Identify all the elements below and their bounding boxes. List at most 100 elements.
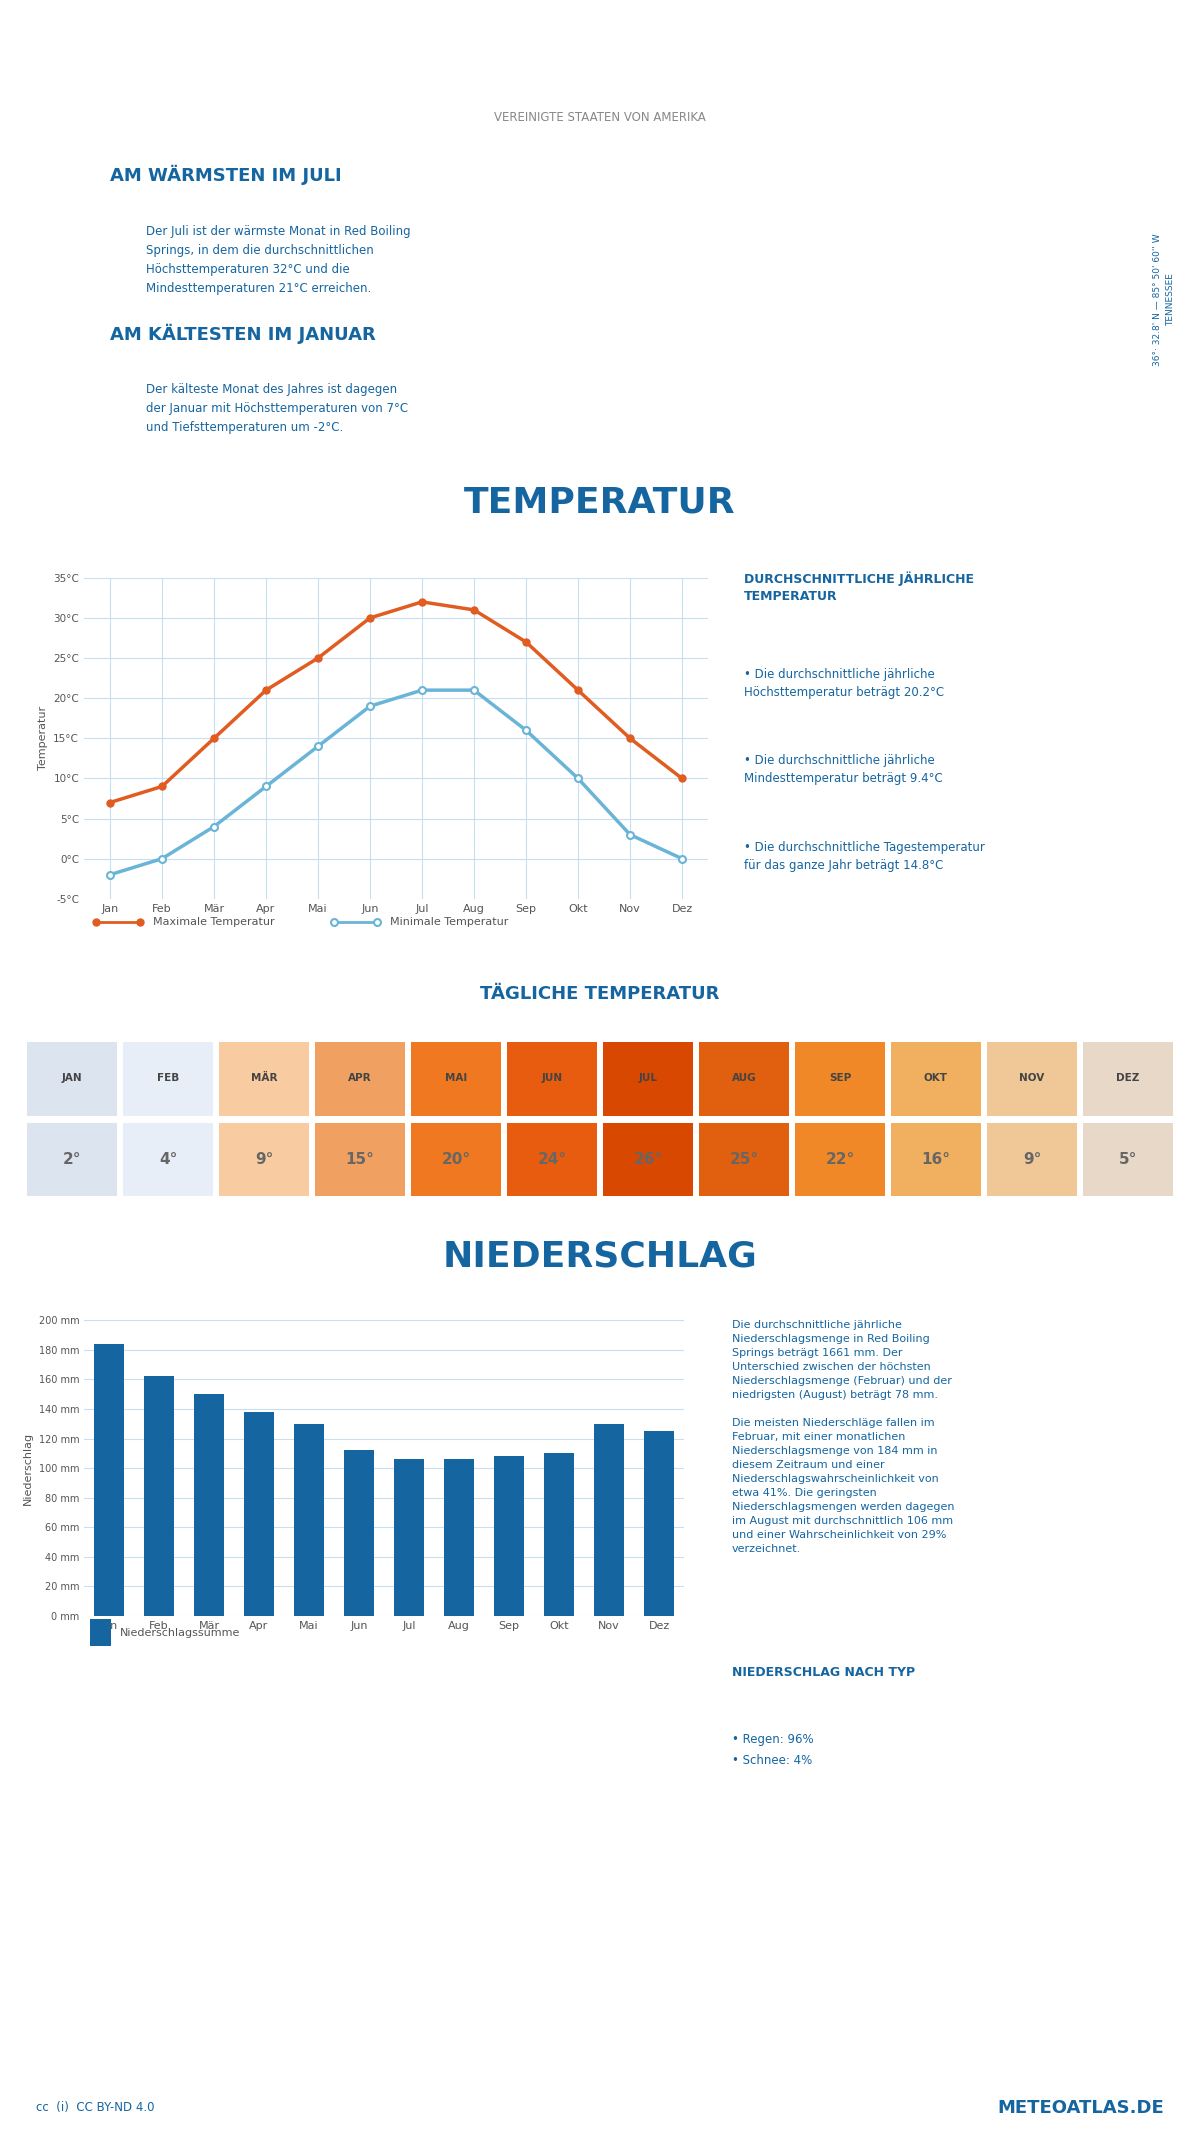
FancyBboxPatch shape bbox=[316, 1124, 404, 1196]
Text: Der kälteste Monat des Jahres ist dagegen
der Januar mit Höchsttemperaturen von : Der kälteste Monat des Jahres ist dagege… bbox=[146, 383, 408, 434]
Text: 5°: 5° bbox=[1118, 1151, 1138, 1166]
FancyBboxPatch shape bbox=[90, 1620, 112, 1646]
Text: DEZ: DEZ bbox=[1118, 1776, 1138, 1787]
Text: • Die durchschnittliche Tagestemperatur
für das ganze Jahr beträgt 14.8°C: • Die durchschnittliche Tagestemperatur … bbox=[744, 841, 985, 871]
Text: NOV: NOV bbox=[1021, 1776, 1043, 1787]
Text: DEZ: DEZ bbox=[1116, 1074, 1140, 1083]
Text: JUL: JUL bbox=[638, 1074, 658, 1083]
Text: FEB: FEB bbox=[158, 1776, 178, 1787]
Text: Die durchschnittliche jährliche
Niederschlagsmenge in Red Boiling
Springs beträg: Die durchschnittliche jährliche Niedersc… bbox=[732, 1320, 954, 1554]
FancyBboxPatch shape bbox=[508, 1042, 596, 1115]
Y-axis label: Temperatur: Temperatur bbox=[37, 706, 48, 770]
Text: • Die durchschnittliche jährliche
Höchsttemperatur beträgt 20.2°C: • Die durchschnittliche jährliche Höchst… bbox=[744, 668, 944, 698]
Text: 4°: 4° bbox=[158, 1151, 178, 1166]
Text: NOV: NOV bbox=[1019, 1074, 1045, 1083]
Text: JUL: JUL bbox=[641, 1776, 655, 1787]
Bar bbox=[494, 1455, 524, 1616]
Text: 39%: 39% bbox=[346, 1721, 374, 1733]
Text: 31%: 31% bbox=[1114, 1721, 1142, 1733]
Text: NIEDERSCHLAG NACH TYP: NIEDERSCHLAG NACH TYP bbox=[732, 1665, 916, 1678]
Text: AM WÄRMSTEN IM JULI: AM WÄRMSTEN IM JULI bbox=[110, 165, 342, 184]
Text: OKT: OKT bbox=[924, 1074, 948, 1083]
Text: APR: APR bbox=[348, 1074, 372, 1083]
Text: AUG: AUG bbox=[732, 1074, 756, 1083]
Text: 41%: 41% bbox=[154, 1721, 182, 1733]
Text: MAI: MAI bbox=[446, 1776, 466, 1787]
Bar bbox=[94, 1344, 124, 1616]
Text: MAI: MAI bbox=[445, 1074, 467, 1083]
Text: 9°: 9° bbox=[1022, 1151, 1042, 1166]
Bar bbox=[344, 1451, 374, 1616]
Text: SEP: SEP bbox=[830, 1776, 850, 1787]
Text: 22°: 22° bbox=[826, 1151, 854, 1166]
Bar bbox=[194, 1395, 224, 1616]
Y-axis label: Niederschlag: Niederschlag bbox=[23, 1432, 32, 1504]
FancyBboxPatch shape bbox=[28, 1124, 116, 1196]
Text: Niederschlagssumme: Niederschlagssumme bbox=[120, 1629, 240, 1637]
FancyBboxPatch shape bbox=[1084, 1042, 1172, 1115]
FancyBboxPatch shape bbox=[220, 1124, 308, 1196]
Text: NIEDERSCHLAGSWAHRSCHEINLICHKEIT: NIEDERSCHLAGSWAHRSCHEINLICHKEIT bbox=[469, 1673, 731, 1686]
FancyBboxPatch shape bbox=[988, 1042, 1076, 1115]
Text: 24°: 24° bbox=[538, 1151, 566, 1166]
Text: TEMPERATUR: TEMPERATUR bbox=[464, 486, 736, 520]
FancyBboxPatch shape bbox=[892, 1042, 980, 1115]
Text: • Regen: 96%
• Schnee: 4%: • Regen: 96% • Schnee: 4% bbox=[732, 1733, 814, 1768]
Text: 42%: 42% bbox=[250, 1721, 278, 1733]
Text: 9°: 9° bbox=[254, 1151, 274, 1166]
Text: Der Juli ist der wärmste Monat in Red Boiling
Springs, in dem die durchschnittli: Der Juli ist der wärmste Monat in Red Bo… bbox=[146, 225, 412, 295]
FancyBboxPatch shape bbox=[796, 1124, 884, 1196]
FancyBboxPatch shape bbox=[28, 1042, 116, 1115]
Text: 36°· 32.8' N — 85° 50' 60'' W
TENNESSEE: 36°· 32.8' N — 85° 50' 60'' W TENNESSEE bbox=[1153, 233, 1175, 366]
Bar bbox=[644, 1432, 674, 1616]
FancyBboxPatch shape bbox=[316, 1042, 404, 1115]
Text: JUN: JUN bbox=[544, 1776, 560, 1787]
Text: 22%: 22% bbox=[826, 1721, 854, 1733]
Text: JUN: JUN bbox=[541, 1074, 563, 1083]
Text: AM KÄLTESTEN IM JANUAR: AM KÄLTESTEN IM JANUAR bbox=[110, 323, 376, 345]
FancyBboxPatch shape bbox=[796, 1042, 884, 1115]
FancyBboxPatch shape bbox=[604, 1042, 692, 1115]
Bar bbox=[594, 1423, 624, 1616]
Bar bbox=[394, 1459, 424, 1616]
Text: OKT: OKT bbox=[926, 1776, 946, 1787]
Text: 16°: 16° bbox=[922, 1151, 950, 1166]
FancyBboxPatch shape bbox=[988, 1124, 1076, 1196]
Text: 20°: 20° bbox=[442, 1151, 470, 1166]
Text: SEP: SEP bbox=[829, 1074, 851, 1083]
Text: DURCHSCHNITTLICHE JÄHRLICHE
TEMPERATUR: DURCHSCHNITTLICHE JÄHRLICHE TEMPERATUR bbox=[744, 571, 974, 603]
Text: 25°: 25° bbox=[730, 1151, 758, 1166]
Text: Minimale Temperatur: Minimale Temperatur bbox=[390, 918, 508, 927]
Text: 41%: 41% bbox=[442, 1721, 470, 1733]
Text: MÄR: MÄR bbox=[251, 1074, 277, 1083]
FancyBboxPatch shape bbox=[1084, 1124, 1172, 1196]
Text: 29%: 29% bbox=[730, 1721, 758, 1733]
FancyBboxPatch shape bbox=[892, 1124, 980, 1196]
Bar bbox=[294, 1423, 324, 1616]
FancyBboxPatch shape bbox=[508, 1124, 596, 1196]
FancyBboxPatch shape bbox=[700, 1042, 788, 1115]
Bar bbox=[144, 1376, 174, 1616]
Text: VEREINIGTE STAATEN VON AMERIKA: VEREINIGTE STAATEN VON AMERIKA bbox=[494, 111, 706, 124]
Text: 28%: 28% bbox=[922, 1721, 950, 1733]
Text: 26°: 26° bbox=[634, 1151, 662, 1166]
Text: JAN: JAN bbox=[61, 1074, 83, 1083]
Bar bbox=[244, 1412, 274, 1616]
Text: 29%: 29% bbox=[1018, 1721, 1046, 1733]
Text: cc  (i)  CC BY-ND 4.0: cc (i) CC BY-ND 4.0 bbox=[36, 2101, 155, 2114]
Text: JAN: JAN bbox=[64, 1776, 80, 1787]
Text: TÄGLICHE TEMPERATUR: TÄGLICHE TEMPERATUR bbox=[480, 984, 720, 1004]
FancyBboxPatch shape bbox=[412, 1042, 500, 1115]
Text: RED BOILING SPRINGS: RED BOILING SPRINGS bbox=[337, 28, 863, 71]
Bar bbox=[444, 1459, 474, 1616]
FancyBboxPatch shape bbox=[700, 1124, 788, 1196]
Text: METEOATLAS.DE: METEOATLAS.DE bbox=[997, 2099, 1164, 2116]
Text: 33%: 33% bbox=[58, 1721, 86, 1733]
Bar bbox=[544, 1453, 574, 1616]
Text: 39%: 39% bbox=[538, 1721, 566, 1733]
Text: NIEDERSCHLAG: NIEDERSCHLAG bbox=[443, 1239, 757, 1273]
FancyBboxPatch shape bbox=[124, 1042, 212, 1115]
FancyBboxPatch shape bbox=[604, 1124, 692, 1196]
Text: APR: APR bbox=[350, 1776, 370, 1787]
Text: 15°: 15° bbox=[346, 1151, 374, 1166]
